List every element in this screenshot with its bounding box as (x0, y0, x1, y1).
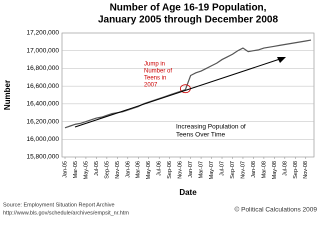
trend-arrow (74, 58, 281, 128)
x-tick-label: Nov-07 (240, 161, 246, 179)
x-tick-label: Jul-06 (157, 161, 163, 176)
x-tick-label: Jul-05 (94, 161, 100, 176)
x-tick-label: Mar-08 (261, 161, 267, 178)
x-axis-label: Date (179, 188, 197, 197)
x-tick-label: May-06 (146, 161, 152, 179)
annotation: 2007 (144, 83, 158, 89)
x-tick-label: Jan-08 (251, 161, 257, 178)
arrow-head (277, 57, 286, 63)
y-tick-label: 15,800,000 (26, 154, 59, 161)
data-line (64, 39, 312, 129)
x-tick-label: May-07 (209, 161, 215, 179)
x-tick-label: Jul-08 (282, 161, 288, 176)
x-tick-label: Mar-06 (136, 161, 142, 178)
plot-area (61, 32, 315, 158)
chart: Number of Age 16-19 Population, January … (3, 2, 318, 217)
y-axis-label: Number (3, 80, 12, 110)
source: http://www.bls.gov/schedule/archives/emp… (3, 210, 129, 216)
y-tick-label: 17,200,000 (26, 30, 59, 37)
x-tick-label: Nov-08 (303, 161, 309, 179)
y-tick-label: 16,400,000 (26, 101, 59, 108)
y-tick-label: 16,800,000 (26, 65, 59, 72)
x-tick-label: Jan-07 (188, 161, 194, 178)
x-tick-label: Nov-06 (178, 161, 184, 179)
x-tick-label: Mar-05 (73, 161, 79, 178)
x-tick-label: Jan-05 (62, 161, 68, 178)
annotation: Teens in (144, 76, 166, 82)
y-tick-label: 17,000,000 (26, 47, 59, 54)
x-tick-label: Sep-08 (293, 161, 299, 179)
y-tick-label: 16,000,000 (26, 136, 59, 143)
chart-title: January 2005 through December 2008 (98, 15, 279, 26)
x-tick-label: Sep-05 (104, 161, 110, 179)
y-tick-label: 16,200,000 (26, 118, 59, 125)
annotation: Teens Over Time (176, 132, 226, 139)
x-tick-label: May-05 (83, 161, 89, 179)
x-tick-label: Nov-05 (115, 161, 121, 179)
credit: © Political Calculations 2009 (235, 206, 318, 214)
source: Source: Employment Situation Report Arch… (3, 202, 115, 208)
x-tick-label: May-08 (272, 161, 278, 179)
y-tick-label: 16,600,000 (26, 83, 59, 90)
x-tick-label: Sep-07 (230, 161, 236, 179)
chart-title: Number of Age 16-19 Population, (110, 3, 267, 14)
x-tick-label: Jul-07 (219, 161, 225, 176)
x-tick-label: Sep-06 (167, 161, 173, 179)
x-tick-label: Jan-06 (125, 161, 131, 178)
annotation: Number of (144, 69, 172, 75)
x-tick-label: Mar-07 (199, 161, 205, 178)
annotation: Increasing Population of (176, 124, 246, 131)
annotation: Jump in (144, 62, 165, 68)
